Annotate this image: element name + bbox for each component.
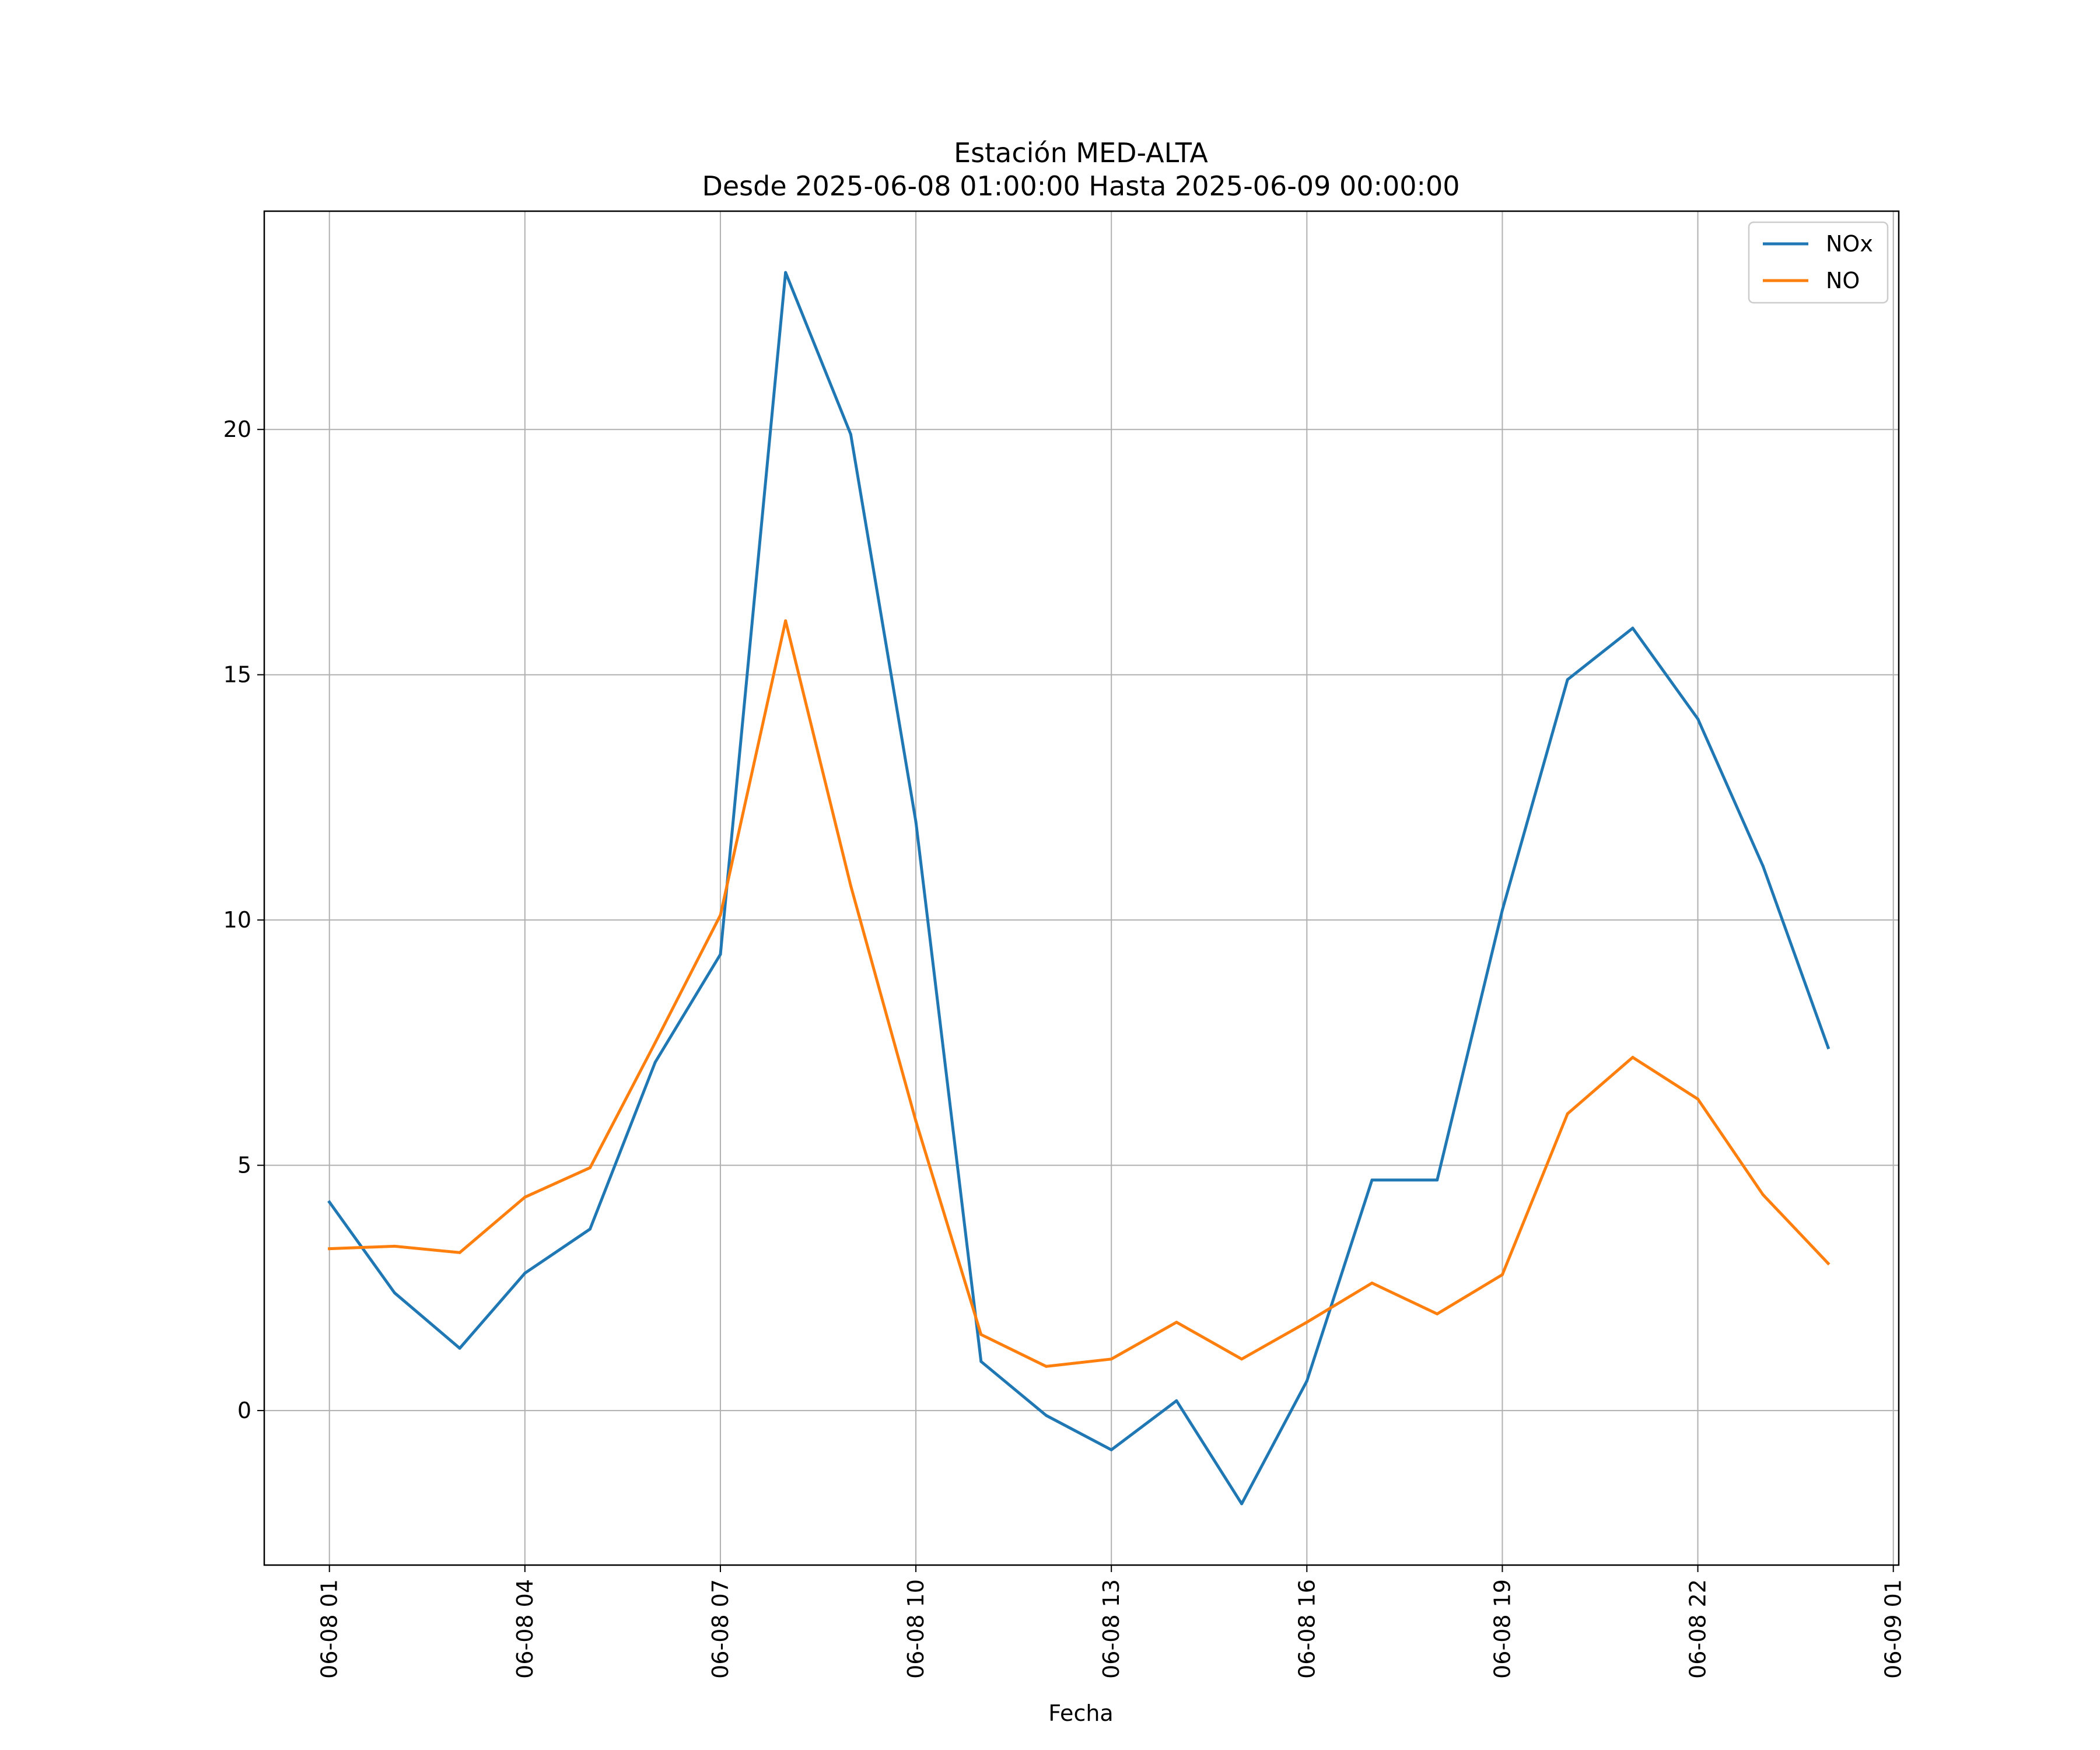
legend-label-no: NO — [1826, 268, 1860, 293]
series-line-nox — [327, 271, 1831, 1506]
legend-label-nox: NOx — [1826, 231, 1873, 257]
plot-area-frame — [263, 210, 1900, 1566]
data-point-nox — [1631, 626, 1634, 630]
data-point-no — [1826, 1262, 1830, 1265]
data-point-nox — [979, 1360, 983, 1363]
data-point-no — [458, 1251, 461, 1254]
x-tick-label: 06-08 13 — [1098, 1579, 1124, 1679]
data-point-nox — [719, 953, 722, 956]
x-tick-label: 06-08 07 — [708, 1579, 733, 1679]
data-point-nox — [784, 271, 788, 274]
y-tick-label: 20 — [223, 416, 251, 442]
y-tick-label: 15 — [223, 662, 251, 688]
data-point-no — [784, 619, 788, 622]
y-axis-ticks: 0 5 10 15 20 — [223, 416, 264, 1423]
data-point-nox — [1110, 1448, 1113, 1451]
data-point-nox — [1240, 1502, 1244, 1506]
x-tick-label: 06-08 04 — [512, 1579, 538, 1679]
data-point-nox — [1045, 1414, 1048, 1417]
data-point-nox — [1500, 908, 1504, 912]
data-point-no — [589, 1166, 592, 1170]
series-lines — [327, 271, 1831, 1506]
data-point-no — [719, 914, 722, 917]
data-point-nox — [523, 1272, 527, 1275]
x-tick-label: 06-08 22 — [1685, 1579, 1711, 1679]
x-tick-label: 06-09 01 — [1881, 1579, 1906, 1679]
data-point-no — [1370, 1282, 1374, 1284]
data-point-nox — [1305, 1380, 1308, 1383]
data-point-nox — [914, 820, 918, 824]
data-point-no — [1761, 1193, 1765, 1196]
y-tick-label: 0 — [237, 1398, 251, 1423]
data-point-nox — [1436, 1178, 1439, 1182]
data-point-no — [1696, 1097, 1700, 1101]
data-point-no — [1175, 1321, 1178, 1324]
data-point-no — [523, 1195, 527, 1199]
chart-subtitle: Desde 2025-06-08 01:00:00 Hasta 2025-06-… — [702, 170, 1460, 202]
data-point-nox — [849, 433, 852, 436]
y-tick-label: 5 — [237, 1153, 251, 1178]
data-point-nox — [1175, 1399, 1178, 1402]
data-point-nox — [1370, 1178, 1374, 1182]
data-point-no — [1566, 1112, 1569, 1115]
series-line-no — [328, 619, 1831, 1368]
data-point-no — [393, 1244, 396, 1248]
data-point-no — [1436, 1312, 1439, 1315]
x-axis-label: Fecha — [1048, 1700, 1113, 1726]
data-point-no — [1500, 1273, 1504, 1276]
data-point-nox — [1566, 678, 1569, 681]
data-point-nox — [1761, 864, 1765, 868]
legend: NOx NO — [1748, 221, 1889, 304]
data-point-nox — [458, 1346, 461, 1350]
data-point-nox — [1826, 1046, 1830, 1049]
x-tick-label: 06-08 19 — [1489, 1579, 1515, 1679]
x-axis-ticks: 06-08 01 06-08 04 06-08 07 06-08 10 06-08 13… — [317, 1565, 1906, 1679]
data-point-nox — [589, 1227, 592, 1231]
data-point-nox — [328, 1200, 331, 1204]
x-tick-label: 06-08 10 — [903, 1579, 929, 1679]
data-point-no — [1631, 1056, 1634, 1059]
x-tick-label: 06-08 16 — [1294, 1579, 1320, 1679]
data-point-nox — [653, 1060, 657, 1064]
data-point-no — [1045, 1364, 1048, 1368]
grid-lines — [264, 211, 1899, 1565]
x-tick-label: 06-08 01 — [317, 1579, 342, 1679]
chart-title: Estación MED-ALTA — [954, 137, 1208, 169]
data-point-no — [979, 1333, 983, 1336]
data-point-no — [653, 1041, 657, 1044]
data-point-no — [849, 884, 852, 887]
data-point-no — [1305, 1321, 1308, 1324]
data-point-nox — [1696, 717, 1700, 720]
data-point-no — [914, 1119, 918, 1123]
y-tick-label: 10 — [223, 907, 251, 933]
data-point-no — [328, 1247, 331, 1251]
data-point-no — [1240, 1357, 1244, 1361]
data-point-nox — [393, 1291, 396, 1294]
data-point-no — [1110, 1357, 1113, 1361]
